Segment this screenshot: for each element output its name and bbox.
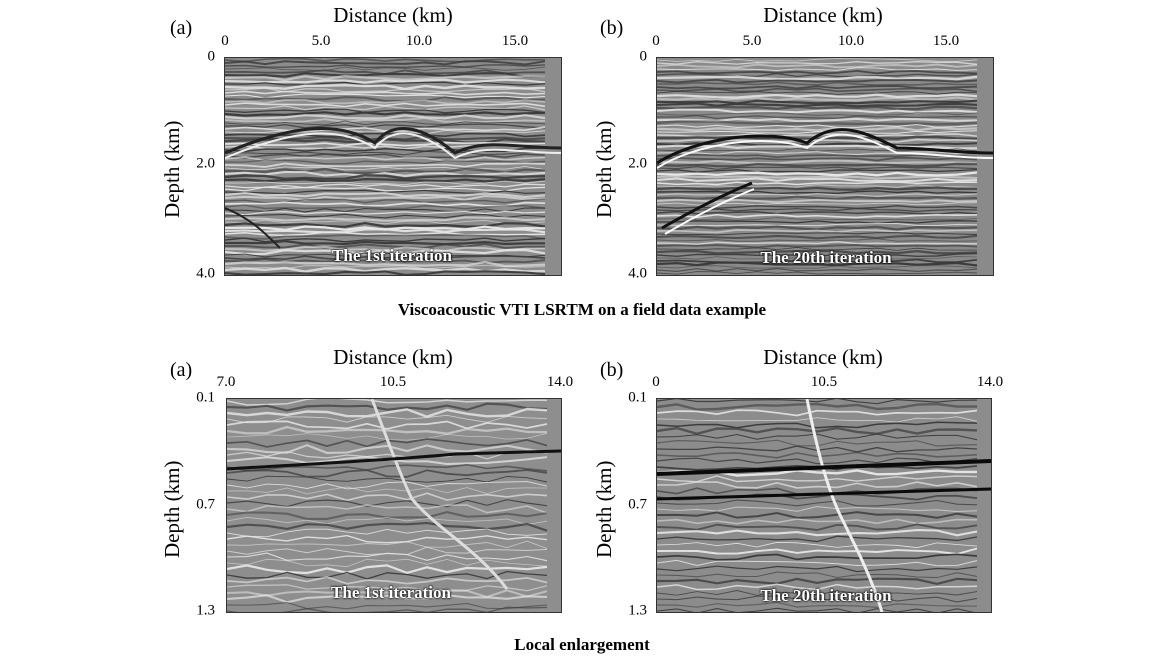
y-tick-label: 4.0 — [196, 265, 215, 282]
figure-caption-bottom: Local enlargement — [514, 635, 650, 654]
panel-label: (a) — [170, 17, 193, 39]
seismic-image — [656, 398, 992, 613]
x-tick-label: 14.0 — [976, 374, 1004, 390]
y-tick-label: 0.7 — [196, 496, 215, 513]
figure-caption-top: Viscoacoustic VTI LSRTM on a field data … — [397, 300, 767, 319]
x-tick-label: 5.0 — [311, 33, 331, 49]
y-tick-label: 0 — [207, 48, 216, 65]
x-tick-label: 5.0 — [742, 33, 762, 49]
x-axis-title: Distance (km) — [763, 345, 883, 369]
x-tick-label: 10.0 — [837, 33, 865, 49]
y-tick-label: 1.3 — [628, 602, 647, 619]
x-tick-label: 10.5 — [379, 374, 407, 390]
x-axis-title: Distance (km) — [333, 3, 453, 27]
x-tick-label: 0 — [221, 33, 229, 49]
iteration-annotation: The 1st iteration — [332, 246, 452, 265]
iteration-annotation: The 20th iteration — [760, 248, 892, 267]
x-tick-label: 0 — [652, 33, 660, 49]
y-tick-label: 2.0 — [628, 155, 647, 172]
seismic-image — [226, 398, 562, 613]
seismic-image — [224, 57, 562, 276]
x-axis-title: Distance (km) — [763, 3, 883, 27]
x-tick-label: 14.0 — [546, 374, 574, 390]
x-axis-title: Distance (km) — [333, 345, 453, 369]
y-tick-label: 0.7 — [628, 496, 647, 513]
panel-label: (b) — [600, 17, 624, 39]
x-tick-label: 10.5 — [810, 374, 838, 390]
x-tick-label: 7.0 — [216, 374, 236, 390]
y-tick-label: 4.0 — [628, 265, 647, 282]
y-tick-label: 2.0 — [196, 155, 215, 172]
panel-label: (a) — [170, 359, 193, 381]
iteration-annotation: The 1st iteration — [331, 583, 451, 602]
panel-label: (b) — [600, 359, 624, 381]
x-tick-label: 15.0 — [501, 33, 529, 49]
y-tick-label: 0.1 — [628, 389, 647, 406]
seismic-image — [656, 57, 994, 276]
x-tick-label: 10.0 — [405, 33, 433, 49]
y-tick-label: 0.1 — [196, 389, 215, 406]
iteration-annotation: The 20th iteration — [760, 586, 892, 605]
y-tick-label: 1.3 — [196, 602, 215, 619]
y-tick-label: 0 — [639, 48, 648, 65]
x-tick-label: 0 — [652, 374, 660, 390]
x-tick-label: 15.0 — [932, 33, 960, 49]
